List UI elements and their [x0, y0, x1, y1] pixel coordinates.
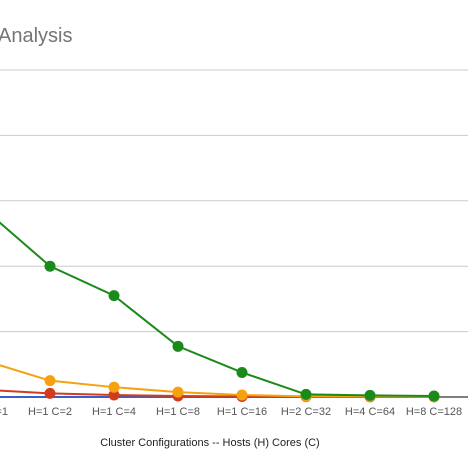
x-tick-label: H=2 C=32 [281, 406, 331, 418]
data-point [44, 375, 56, 387]
data-point [172, 340, 184, 352]
series-line-1 [0, 364, 435, 398]
x-tick-label: H=1 C=16 [217, 406, 267, 418]
chart-title: Analysis [0, 25, 72, 47]
x-tick-label: H=1 C=1 [0, 406, 8, 418]
series-lines [0, 221, 435, 398]
data-point [108, 290, 120, 302]
x-tick-label: H=1 C=2 [28, 406, 72, 418]
x-tick-label: H=1 C=8 [156, 406, 200, 418]
x-tick-label: H=1 C=4 [92, 406, 136, 418]
data-point [44, 260, 56, 272]
data-point [364, 389, 376, 401]
x-axis-title: Cluster Configurations -- Hosts (H) Core… [100, 437, 319, 449]
x-tick-label: H=4 C=64 [345, 406, 395, 418]
x-tick-label: H=8 C=128 [406, 406, 462, 418]
data-point [300, 388, 312, 400]
gridlines [0, 69, 468, 398]
axis-labels: H=1 C=1 H=1 C=2 H=1 C=4 H=1 C=8 H=1 C=16 H=2 … [0, 406, 462, 418]
data-point [236, 366, 248, 378]
data-point [108, 381, 120, 393]
data-point [428, 390, 440, 402]
series-points [44, 260, 440, 403]
series-line-0 [0, 221, 435, 398]
data-point [172, 386, 184, 398]
data-point [44, 387, 56, 399]
data-point [108, 389, 120, 401]
data-point [236, 389, 248, 401]
